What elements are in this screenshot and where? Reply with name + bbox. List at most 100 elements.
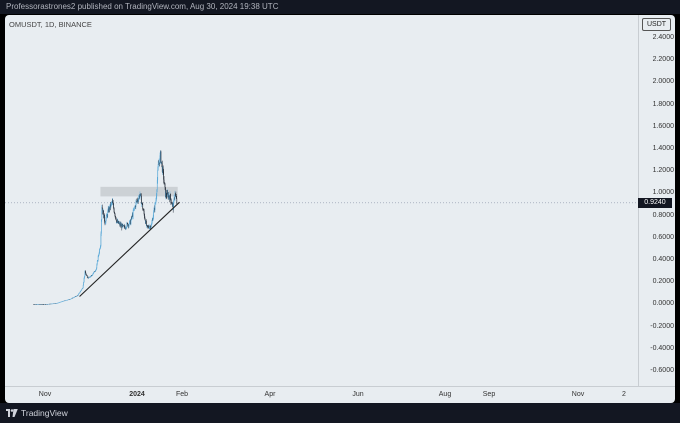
candle-body [76,296,77,297]
price-tick-label: 1.2000 [652,167,674,175]
candle-body [157,164,159,170]
candle-body [48,303,50,305]
candle-body [108,207,110,212]
price-axis[interactable]: USDT 2.4000 2.2000 2.0000 1.8000 1.6000 1.400… [638,15,675,386]
candle-body [107,211,109,217]
price-tick-label: 1.8000 [652,100,674,108]
candle-body [131,216,133,218]
candle-body [73,297,74,299]
candle-body [58,302,59,304]
candle-body [143,210,144,211]
price-tick-label: 0.0000 [652,300,674,308]
candle-body [57,302,59,304]
candle-body [167,193,169,199]
candle-body [174,197,175,199]
ascending-trendline [79,201,180,297]
candle-body [46,304,47,305]
candle-body [51,303,53,305]
candle-body [76,295,78,297]
price-tick-label: 0.8000 [652,211,674,219]
candle-body [146,225,148,226]
candle-body [150,226,151,229]
candle-body [146,220,147,226]
candle-body [64,300,66,302]
candle-body [159,162,160,164]
candle-body [140,193,141,195]
price-chart[interactable] [5,15,637,386]
candle-body [138,195,140,198]
candle-body [158,162,160,165]
candle-body [35,304,37,305]
candle-body [162,167,164,172]
candle-body [96,264,98,269]
time-tick-label: Aug [438,391,452,398]
candle-body [141,203,143,205]
time-axis[interactable]: Nov 2024 Feb Apr Jun Aug Sep Nov 2 [5,386,675,403]
price-tick-label: -0.2000 [650,322,674,330]
candle-body [71,297,73,299]
candle-body [38,304,40,305]
candle-body [37,304,39,305]
candle-body [133,210,134,211]
publish-text: Professorastrones2 published on TradingV… [6,2,279,11]
candle-body [44,304,46,305]
candle-body [62,300,64,302]
candle-body [149,227,150,229]
chart-plot-area[interactable]: OMUSDT, 1D, BINANCE [5,15,637,386]
candle-body [148,227,150,229]
candle-body [155,200,157,203]
candle-body [104,221,106,225]
candle-body [151,219,153,223]
candle-body [67,299,69,301]
candle-body [78,293,79,295]
candle-body [113,208,115,213]
candle-body [86,274,87,276]
candle-body [163,179,165,183]
candle-body [116,219,117,223]
tradingview-brand: TradingView [21,408,68,418]
candle-body [91,275,93,276]
candle-body [147,226,149,227]
candle-body [158,164,159,165]
candle-body [154,207,155,210]
candle-body [160,151,162,163]
candle-body [61,301,63,302]
candle-body [71,298,73,299]
candle-body [170,193,171,199]
candle-body [136,201,138,202]
candle-body [40,304,41,305]
time-tick-label: Nov [38,391,52,398]
candle-body [106,214,108,216]
candle-body [141,195,142,205]
candle-body [36,304,38,305]
candle-body [42,304,44,305]
candle-body [168,195,170,198]
candle-body [171,203,173,205]
candle-body [120,223,121,226]
currency-unit-button[interactable]: USDT [642,18,672,31]
candle-body [126,223,128,224]
candle-body [116,222,118,223]
candle-body [134,206,136,208]
candle-body [54,303,56,304]
candle-body [175,193,176,195]
candle-body [99,249,100,254]
candle-body [115,217,117,220]
candle-body [136,201,137,203]
candle-body [56,303,58,304]
candle-body [124,225,125,228]
candle-body [36,304,38,305]
candle-body [123,225,125,227]
candle-body [56,303,57,304]
candle-body [82,285,84,289]
candle-body [80,291,81,293]
candle-body [111,202,112,204]
candle-body [161,161,162,163]
candle-body [107,208,109,212]
candle-body [77,295,79,297]
candle-body [93,271,95,273]
candle-body [86,275,88,276]
candle-body [173,197,175,201]
candle-body [45,304,46,305]
candle-body [160,151,161,156]
